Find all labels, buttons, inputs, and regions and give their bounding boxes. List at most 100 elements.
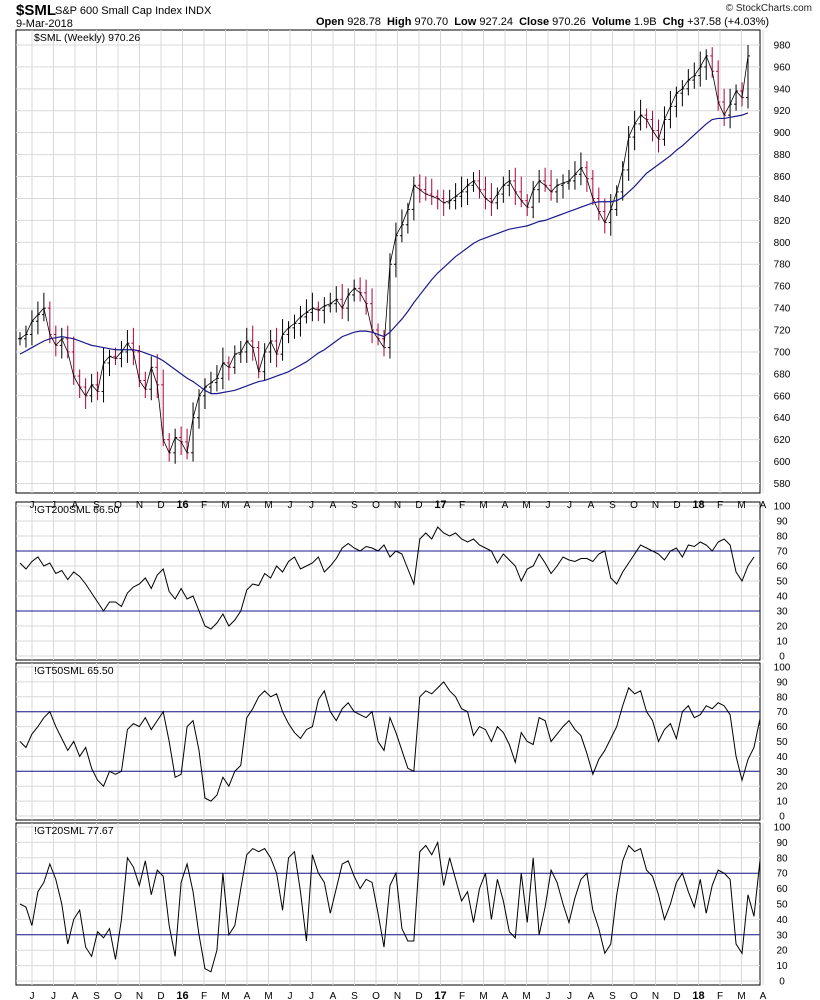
x-tick-label: A bbox=[330, 991, 337, 1000]
x-tick-label: A bbox=[244, 500, 251, 511]
panel-frame bbox=[15, 29, 761, 494]
x-tick-label: S bbox=[351, 500, 358, 511]
open-label: Open bbox=[316, 16, 345, 28]
x-tick-label: S bbox=[93, 500, 100, 511]
price-bar bbox=[746, 44, 750, 109]
y-tick-label: 30 bbox=[776, 930, 788, 941]
y-tick-label: 940 bbox=[774, 84, 791, 95]
y-tick-label: 100 bbox=[774, 823, 791, 834]
y-tick-label: 60 bbox=[776, 722, 788, 733]
x-tick-label: A bbox=[588, 991, 595, 1000]
y-tick-label: 0 bbox=[779, 977, 785, 988]
ohlc-summary: Open 928.78 High 970.70 Low 927.24 Close… bbox=[316, 16, 769, 28]
y-tick-label: 20 bbox=[776, 946, 788, 957]
y-tick-label: 40 bbox=[776, 752, 788, 763]
x-tick-label: M bbox=[737, 500, 745, 511]
indicator-line bbox=[19, 681, 761, 802]
moving-average-line bbox=[19, 112, 749, 395]
x-tick-label: J bbox=[288, 500, 293, 511]
x-tick-label: S bbox=[609, 991, 616, 1000]
y-tick-label: 880 bbox=[774, 150, 791, 161]
chart-date: 9-Mar-2018 bbox=[16, 18, 73, 30]
x-tick-label: 17 bbox=[434, 499, 446, 511]
x-tick-label: F bbox=[201, 991, 207, 1000]
volume-value: 1.9B bbox=[633, 16, 657, 28]
y-tick-label: 100 bbox=[774, 663, 791, 674]
x-tick-label: J bbox=[567, 991, 572, 1000]
x-tick-label: A bbox=[72, 500, 79, 511]
x-tick-label: F bbox=[459, 500, 465, 511]
index-full-name: S&P 600 Small Cap Index bbox=[55, 5, 182, 17]
y-tick-label: 10 bbox=[776, 961, 788, 972]
x-tick-label: S bbox=[93, 991, 100, 1000]
x-tick-label: D bbox=[157, 991, 164, 1000]
brand-credit[interactable]: © StockCharts.com bbox=[725, 3, 812, 14]
y-tick-label: 960 bbox=[774, 62, 791, 73]
x-tick-label: M bbox=[264, 991, 272, 1000]
x-tick-label: A bbox=[760, 991, 767, 1000]
y-tick-label: 40 bbox=[776, 592, 788, 603]
x-tick-label: N bbox=[394, 991, 401, 1000]
x-tick-label: J bbox=[546, 991, 551, 1000]
x-tick-label: J bbox=[567, 500, 572, 511]
x-tick-label: D bbox=[673, 991, 680, 1000]
x-tick-label: A bbox=[244, 991, 251, 1000]
x-tick-label: A bbox=[330, 500, 337, 511]
y-tick-label: 820 bbox=[774, 216, 791, 227]
y-tick-label: 740 bbox=[774, 304, 791, 315]
x-tick-label: F bbox=[717, 991, 723, 1000]
y-tick-label: 620 bbox=[774, 435, 791, 446]
price-close-line bbox=[19, 54, 749, 455]
y-tick-label: 50 bbox=[776, 577, 788, 588]
x-tick-label: N bbox=[652, 500, 659, 511]
y-tick-label: 600 bbox=[774, 457, 791, 468]
x-tick-label: J bbox=[51, 991, 56, 1000]
panel-0: 580 600 620 640 660 680 700 720 740 760 780 800 820 8… bbox=[15, 29, 791, 494]
y-tick-label: 40 bbox=[776, 915, 788, 926]
x-tick-label: N bbox=[394, 500, 401, 511]
x-tick-label: M bbox=[221, 500, 229, 511]
y-tick-label: 900 bbox=[774, 128, 791, 139]
x-tick-label: N bbox=[652, 991, 659, 1000]
x-tick-label: S bbox=[351, 991, 358, 1000]
panel-2: 0 10 20 30 40 50 60 70 80 90 100 !GT50SML 65.50 bbox=[15, 662, 791, 823]
y-tick-label: 30 bbox=[776, 607, 788, 618]
y-tick-label: 660 bbox=[774, 391, 791, 402]
x-tick-label: J bbox=[546, 500, 551, 511]
x-tick-label: A bbox=[588, 500, 595, 511]
x-tick-label: M bbox=[479, 500, 487, 511]
x-tick-label: M bbox=[264, 500, 272, 511]
x-tick-label: M bbox=[221, 991, 229, 1000]
symbol-title: $SML bbox=[16, 2, 57, 19]
x-tick-label: J bbox=[30, 500, 35, 511]
x-tick-label: F bbox=[459, 991, 465, 1000]
x-tick-label: O bbox=[114, 500, 122, 511]
x-tick-label: J bbox=[51, 500, 56, 511]
x-tick-label: N bbox=[136, 500, 143, 511]
panel-title: $SML (Weekly) 970.26 bbox=[34, 32, 140, 44]
y-tick-label: 780 bbox=[774, 260, 791, 271]
volume-label: Volume bbox=[591, 16, 631, 28]
x-tick-label: S bbox=[609, 500, 616, 511]
open-value: 928.78 bbox=[347, 16, 381, 28]
y-tick-label: 60 bbox=[776, 884, 788, 895]
y-tick-label: 0 bbox=[779, 652, 785, 663]
x-tick-label: O bbox=[372, 991, 380, 1000]
y-tick-label: 90 bbox=[776, 677, 788, 688]
y-tick-label: 60 bbox=[776, 562, 788, 573]
y-tick-label: 680 bbox=[774, 369, 791, 380]
y-tick-label: 70 bbox=[776, 547, 788, 558]
x-tick-label: O bbox=[372, 500, 380, 511]
y-tick-label: 700 bbox=[774, 347, 791, 358]
y-tick-label: 50 bbox=[776, 900, 788, 911]
y-tick-label: 70 bbox=[776, 707, 788, 718]
x-tick-label: J bbox=[30, 991, 35, 1000]
x-tick-label: J bbox=[288, 991, 293, 1000]
y-tick-label: 70 bbox=[776, 869, 788, 880]
x-tick-label: M bbox=[737, 991, 745, 1000]
y-tick-label: 920 bbox=[774, 106, 791, 117]
indicator-line bbox=[19, 526, 755, 630]
x-tick-label: 16 bbox=[176, 990, 188, 1000]
indicator-line bbox=[19, 840, 761, 973]
